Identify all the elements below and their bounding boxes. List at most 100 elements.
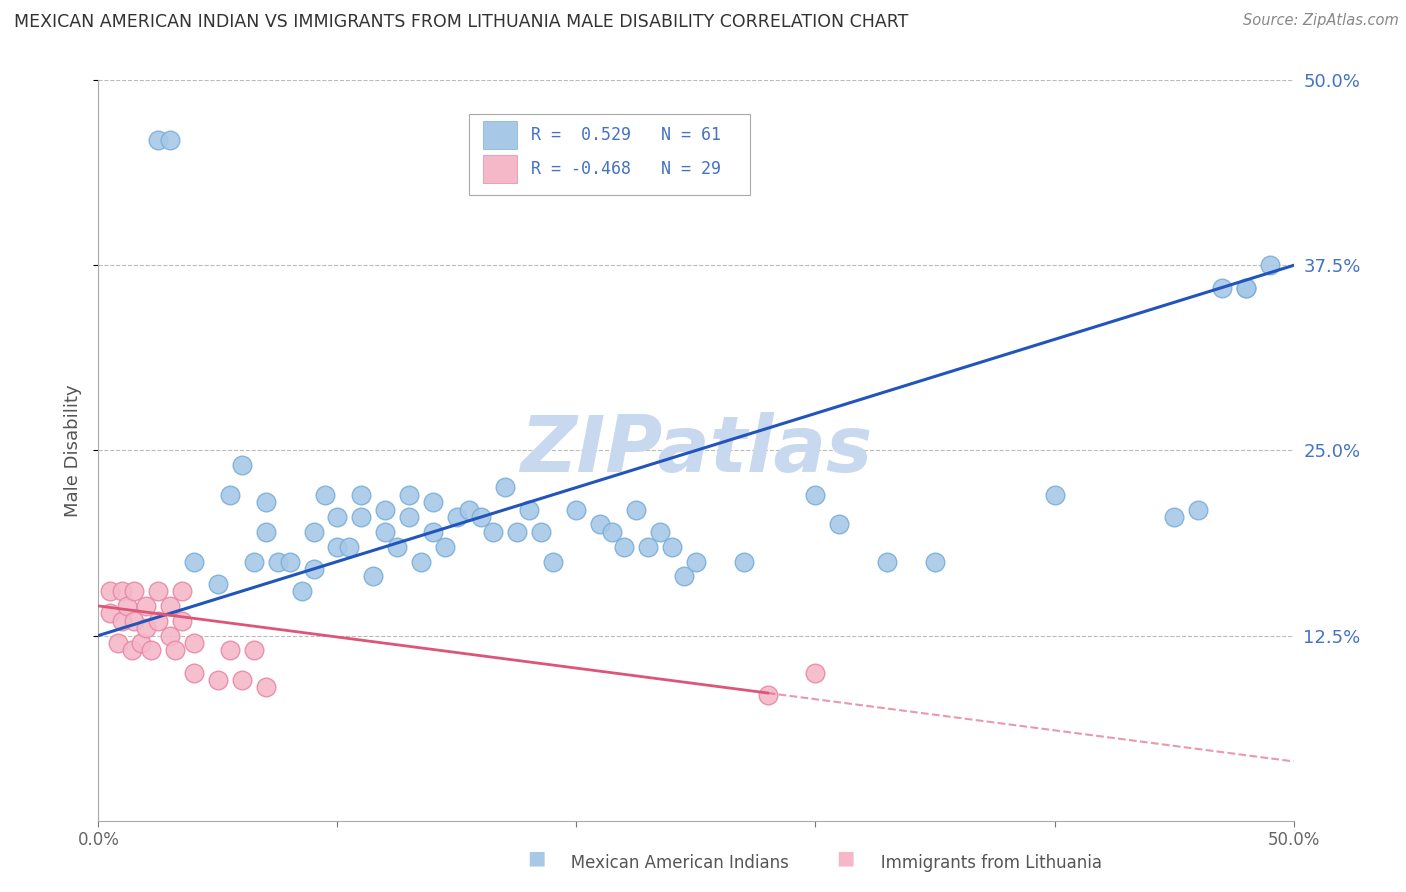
Point — [422, 495, 444, 509]
Point — [626, 502, 648, 516]
FancyBboxPatch shape — [470, 113, 749, 195]
Point — [804, 488, 827, 502]
Point — [876, 555, 898, 569]
Point — [589, 517, 612, 532]
Point — [374, 502, 396, 516]
Point — [183, 555, 205, 569]
Point — [135, 621, 157, 635]
Point — [135, 599, 157, 613]
Point — [339, 540, 361, 554]
Point — [207, 673, 229, 687]
Point — [411, 555, 433, 569]
Point — [1234, 280, 1257, 294]
Point — [363, 569, 385, 583]
Point — [565, 502, 588, 516]
Point — [661, 540, 683, 554]
Point — [804, 665, 827, 680]
Point — [121, 643, 143, 657]
Point — [291, 584, 314, 599]
Point — [398, 510, 420, 524]
Point — [219, 488, 242, 502]
Point — [1163, 510, 1185, 524]
Point — [231, 458, 253, 473]
Point — [159, 599, 181, 613]
Point — [374, 524, 396, 539]
Point — [506, 524, 529, 539]
Point — [302, 524, 325, 539]
Text: MEXICAN AMERICAN INDIAN VS IMMIGRANTS FROM LITHUANIA MALE DISABILITY CORRELATION: MEXICAN AMERICAN INDIAN VS IMMIGRANTS FR… — [14, 13, 908, 31]
Point — [183, 665, 205, 680]
Point — [159, 132, 181, 146]
Point — [398, 488, 420, 502]
Point — [434, 540, 457, 554]
Point — [530, 524, 553, 539]
Point — [98, 584, 122, 599]
Bar — [484, 155, 517, 183]
Text: Source: ZipAtlas.com: Source: ZipAtlas.com — [1243, 13, 1399, 29]
Point — [350, 488, 373, 502]
Point — [159, 628, 181, 642]
Text: ZIPatlas: ZIPatlas — [520, 412, 872, 489]
Point — [733, 555, 755, 569]
Point — [1043, 488, 1066, 502]
Point — [1211, 280, 1233, 294]
Point — [673, 569, 696, 583]
Point — [267, 555, 290, 569]
Text: R =  0.529   N = 61: R = 0.529 N = 61 — [531, 126, 721, 145]
Point — [326, 510, 349, 524]
Point — [326, 540, 349, 554]
Point — [1187, 502, 1209, 516]
Point — [139, 643, 162, 657]
Text: ■: ■ — [837, 848, 855, 867]
Point — [148, 132, 170, 146]
Point — [124, 584, 146, 599]
Point — [243, 555, 266, 569]
Point — [124, 614, 146, 628]
Point — [458, 502, 481, 516]
Point — [470, 510, 492, 524]
Point — [446, 510, 468, 524]
Point — [148, 584, 170, 599]
Point — [648, 524, 672, 539]
Text: ■: ■ — [527, 848, 546, 867]
Point — [131, 636, 153, 650]
Point — [148, 614, 170, 628]
Point — [756, 688, 779, 702]
Point — [637, 540, 659, 554]
Point — [219, 643, 242, 657]
Point — [254, 524, 277, 539]
Point — [278, 555, 301, 569]
Point — [254, 681, 277, 695]
Point — [385, 540, 409, 554]
Point — [350, 510, 373, 524]
Point — [302, 562, 325, 576]
Point — [613, 540, 636, 554]
Point — [207, 576, 229, 591]
Text: Mexican American Indians: Mexican American Indians — [534, 855, 789, 872]
Point — [111, 584, 134, 599]
Point — [685, 555, 707, 569]
Point — [231, 673, 253, 687]
Point — [115, 599, 138, 613]
Text: Immigrants from Lithuania: Immigrants from Lithuania — [844, 855, 1101, 872]
Point — [111, 614, 134, 628]
Point — [541, 555, 564, 569]
Point — [98, 607, 122, 621]
Point — [172, 584, 194, 599]
Point — [602, 524, 624, 539]
Point — [422, 524, 444, 539]
Point — [494, 480, 516, 494]
Point — [1258, 259, 1281, 273]
Point — [828, 517, 851, 532]
Point — [172, 614, 194, 628]
Point — [254, 495, 277, 509]
Point — [1234, 280, 1257, 294]
Bar — [484, 121, 517, 149]
Point — [517, 502, 540, 516]
Point — [243, 643, 266, 657]
Point — [924, 555, 946, 569]
Text: R = -0.468   N = 29: R = -0.468 N = 29 — [531, 161, 721, 178]
Point — [481, 524, 505, 539]
Point — [315, 488, 337, 502]
Point — [183, 636, 205, 650]
